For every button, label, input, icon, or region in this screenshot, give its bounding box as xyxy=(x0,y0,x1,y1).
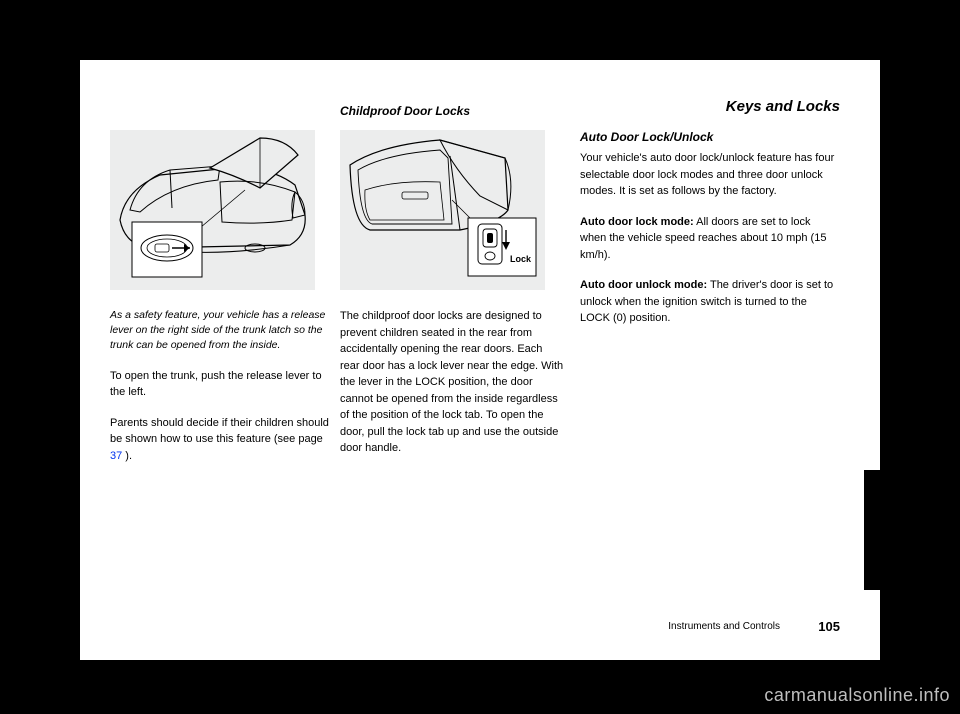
column-3: Auto Door Lock/Unlock Your vehicle's aut… xyxy=(580,60,835,327)
childproof-lock-figure: Lock xyxy=(340,130,545,290)
column-1: As a safety feature, your vehicle has a … xyxy=(110,60,335,464)
column-2: Lock Childproof Door Locks The childproo… xyxy=(340,60,565,457)
childproof-subheading: Childproof Door Locks xyxy=(340,104,470,118)
auto-unlock-mode-item: Auto door unlock mode: The driver's door… xyxy=(580,277,835,327)
svg-text:Lock: Lock xyxy=(510,254,532,264)
footer-page-number: 105 xyxy=(818,619,840,634)
childproof-body: The childproof door locks are designed t… xyxy=(340,308,565,457)
auto-lock-intro: Your vehicle's auto door lock/unlock fea… xyxy=(580,150,835,200)
auto-unlock-mode-label: Auto door unlock mode: xyxy=(580,279,707,291)
trunk-release-parent-advice: Parents should decide if their children … xyxy=(110,415,335,465)
footer-chapter: Instruments and Controls xyxy=(668,621,780,632)
watermark: carmanualsonline.info xyxy=(764,685,950,706)
auto-lock-mode-item: Auto door lock mode: All doors are set t… xyxy=(580,214,835,264)
trunk-release-note: As a safety feature, your vehicle has a … xyxy=(110,308,335,354)
thumb-tab xyxy=(864,470,880,590)
auto-lock-mode-label: Auto door lock mode: xyxy=(580,216,694,228)
trunk-release-instruction: To open the trunk, push the release leve… xyxy=(110,368,335,401)
auto-lock-subheading: Auto Door Lock/Unlock xyxy=(580,130,835,144)
trunk-illustration-svg xyxy=(110,130,315,290)
manual-page: Keys and Locks xyxy=(80,60,880,660)
trunk-release-figure xyxy=(110,130,315,290)
page-ref-37[interactable]: 37 xyxy=(110,450,122,462)
childproof-illustration-svg: Lock xyxy=(340,130,545,290)
